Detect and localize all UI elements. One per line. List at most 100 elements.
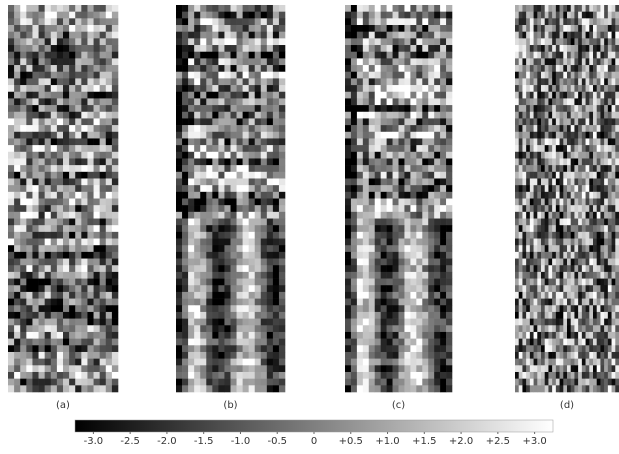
- pixel: [544, 51, 549, 59]
- pixel: [567, 245, 572, 253]
- pixel: [522, 271, 527, 279]
- pixel: [230, 271, 237, 279]
- pixel: [236, 138, 243, 146]
- pixel: [585, 85, 590, 93]
- pixel: [552, 358, 557, 366]
- pixel: [350, 351, 358, 359]
- pixel: [176, 111, 183, 119]
- pixel: [548, 71, 553, 79]
- pixel: [611, 238, 616, 246]
- pixel: [32, 91, 39, 99]
- pixel: [410, 311, 417, 319]
- pixel: [574, 78, 579, 86]
- pixel: [578, 151, 583, 159]
- pixel: [380, 291, 387, 299]
- pixel: [585, 45, 590, 52]
- pixel: [69, 65, 76, 73]
- pixel: [26, 371, 33, 379]
- pixel: [272, 65, 280, 73]
- pixel: [44, 365, 52, 373]
- pixel: [544, 285, 549, 293]
- pixel: [212, 151, 219, 159]
- pixel: [544, 378, 549, 386]
- pixel: [434, 105, 441, 113]
- pixel: [446, 318, 453, 326]
- pixel: [56, 5, 64, 12]
- pixel: [50, 191, 58, 199]
- pixel: [87, 225, 94, 233]
- pixel: [522, 365, 527, 373]
- pixel: [38, 245, 45, 253]
- pixel: [368, 138, 376, 146]
- pixel: [555, 191, 560, 199]
- pixel: [615, 251, 619, 259]
- pixel: [416, 331, 423, 339]
- pixel: [362, 171, 370, 179]
- pixel: [26, 358, 33, 366]
- pixel: [230, 11, 237, 19]
- pixel: [570, 311, 575, 319]
- pixel: [194, 305, 201, 313]
- pixel: [537, 218, 542, 226]
- pixel: [56, 65, 64, 73]
- pixel: [56, 305, 64, 313]
- pixel: [278, 211, 286, 219]
- pixel: [266, 145, 274, 153]
- pixel: [368, 85, 376, 93]
- pixel: [529, 365, 534, 373]
- pixel: [272, 58, 280, 66]
- pixel: [266, 311, 274, 319]
- pixel: [230, 165, 237, 173]
- pixel: [600, 205, 605, 213]
- pixel: [75, 165, 82, 173]
- pixel: [14, 298, 21, 306]
- pixel: [615, 331, 619, 339]
- pixel: [611, 365, 616, 373]
- pixel: [356, 58, 364, 66]
- pixel: [596, 231, 601, 239]
- pixel: [176, 238, 183, 246]
- pixel: [570, 11, 575, 19]
- pixel: [356, 238, 364, 246]
- pixel: [44, 18, 52, 26]
- pixel: [8, 151, 15, 159]
- pixel: [194, 331, 201, 339]
- pixel: [392, 351, 399, 359]
- pixel: [446, 45, 453, 52]
- pixel: [50, 358, 58, 366]
- pixel: [581, 278, 586, 286]
- pixel: [533, 31, 538, 39]
- pixel: [212, 198, 219, 206]
- pixel: [440, 291, 447, 299]
- pixel: [200, 198, 207, 206]
- pixel: [14, 245, 21, 253]
- pixel: [548, 338, 553, 346]
- pixel: [607, 31, 612, 39]
- pixel: [200, 31, 207, 39]
- pixel: [533, 98, 538, 106]
- pixel: [416, 225, 423, 233]
- pixel: [176, 358, 183, 366]
- pixel: [570, 25, 575, 32]
- pixel: [374, 218, 381, 226]
- pixel: [8, 91, 15, 99]
- pixel: [93, 325, 100, 333]
- pixel: [362, 98, 370, 106]
- pixel: [522, 358, 527, 366]
- pixel: [410, 131, 417, 139]
- pixel: [541, 358, 546, 366]
- pixel: [422, 291, 429, 299]
- pixel: [212, 111, 219, 119]
- pixel: [272, 371, 280, 379]
- pixel: [266, 278, 274, 286]
- pixel: [533, 378, 538, 386]
- pixel: [362, 298, 370, 306]
- pixel: [236, 91, 243, 99]
- pixel: [278, 65, 286, 73]
- pixel: [604, 245, 609, 253]
- pixel: [518, 271, 523, 279]
- pixel: [515, 131, 520, 139]
- pixel: [567, 211, 572, 219]
- pixel: [345, 78, 352, 86]
- pixel: [589, 191, 594, 199]
